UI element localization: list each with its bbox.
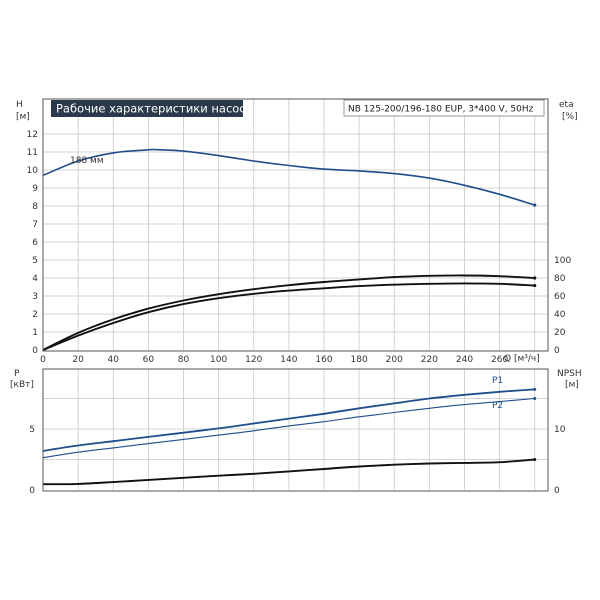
h-tick-label: 11 <box>27 148 38 158</box>
bottom-plot-grid <box>43 369 548 490</box>
eta-upper-end-point <box>533 276 537 280</box>
h-tick-label: 1 <box>32 328 38 338</box>
q-tick-label: 140 <box>280 355 297 365</box>
h-tick-label: 8 <box>32 202 38 212</box>
p1-curve <box>42 388 535 452</box>
eta-tick-label: 60 <box>554 292 566 302</box>
head-curve <box>42 148 535 206</box>
eta-tick-label: 100 <box>554 256 571 266</box>
left-axis-unit-h: [м] <box>16 112 30 122</box>
q-tick-label: 100 <box>210 355 227 365</box>
h-tick-label: 3 <box>32 292 38 302</box>
right-axis-label-npsh: NPSH <box>557 369 582 379</box>
q-tick-label: 40 <box>108 355 120 365</box>
h-tick-label: 12 <box>27 130 38 140</box>
model-label: NB 125-200/196-180 EUP, 3*400 V, 50Hz <box>348 105 534 115</box>
npsh-curve <box>42 458 535 486</box>
npsh-tick-label: 0 <box>554 486 560 496</box>
h-tick-label: 7 <box>32 220 38 230</box>
left-axis-label-h: H <box>16 100 23 110</box>
p-tick-label: 5 <box>29 425 35 435</box>
top-plot-frame <box>42 98 549 352</box>
q-tick-label: 0 <box>40 355 46 365</box>
p1-label: P1 <box>492 376 503 386</box>
model-label-box <box>343 99 545 117</box>
bottom-plot-series <box>42 387 537 486</box>
h-tick-label: 6 <box>32 238 38 248</box>
npsh-tick-label: 10 <box>554 425 566 435</box>
q-tick-label: 200 <box>386 355 403 365</box>
q-tick-label: 20 <box>72 355 84 365</box>
p1-end-point <box>533 387 537 391</box>
p2-curve <box>42 397 535 459</box>
p2-label: P2 <box>492 401 503 411</box>
q-tick-label: 160 <box>315 355 332 365</box>
eta-upper-curve <box>42 274 535 351</box>
p-tick-label: 0 <box>29 486 35 496</box>
x-axis-label: Q [м³/ч] <box>504 354 540 364</box>
eta-tick-label: 0 <box>554 346 560 356</box>
q-tick-label: 120 <box>245 355 262 365</box>
right-axis-unit-eta: [%] <box>562 112 578 122</box>
left-axis-label-p: P <box>14 369 20 379</box>
p2-end-point <box>533 397 537 400</box>
eta-tick-label: 40 <box>554 310 566 320</box>
h-tick-label: 5 <box>32 256 38 266</box>
right-axis-label-eta: eta <box>559 100 574 110</box>
h-tick-label: 4 <box>32 274 38 284</box>
q-tick-label: 240 <box>456 355 473 365</box>
bottom-plot-frame <box>42 368 549 492</box>
head-curve-label: 188 мм <box>70 156 104 166</box>
top-plot-grid <box>43 99 548 350</box>
left-axis-unit-p: [кВт] <box>10 380 34 390</box>
top-plot-series <box>42 148 537 351</box>
head-end-point <box>533 203 537 207</box>
h-tick-label: 2 <box>32 310 38 320</box>
h-tick-label: 0 <box>32 346 38 356</box>
q-tick-label: 260 <box>491 355 508 365</box>
q-tick-label: 80 <box>178 355 190 365</box>
eta-lower-curve <box>42 282 535 351</box>
q-tick-label: 220 <box>421 355 438 365</box>
right-axis-unit-npsh: [м] <box>565 380 579 390</box>
h-tick-label: 10 <box>27 166 39 176</box>
eta-tick-label: 80 <box>554 274 566 284</box>
chart-title-box <box>51 100 243 117</box>
bottom-plot-ticks: 0 5 0 10 <box>29 425 565 496</box>
q-tick-label: 180 <box>351 355 368 365</box>
npsh-end-point <box>533 458 537 461</box>
eta-tick-label: 20 <box>554 328 566 338</box>
q-tick-label: 60 <box>143 355 155 365</box>
chart-title: Рабочие характеристики насоса <box>56 102 253 116</box>
h-tick-label: 9 <box>32 184 38 194</box>
eta-lower-end-point <box>533 283 537 288</box>
